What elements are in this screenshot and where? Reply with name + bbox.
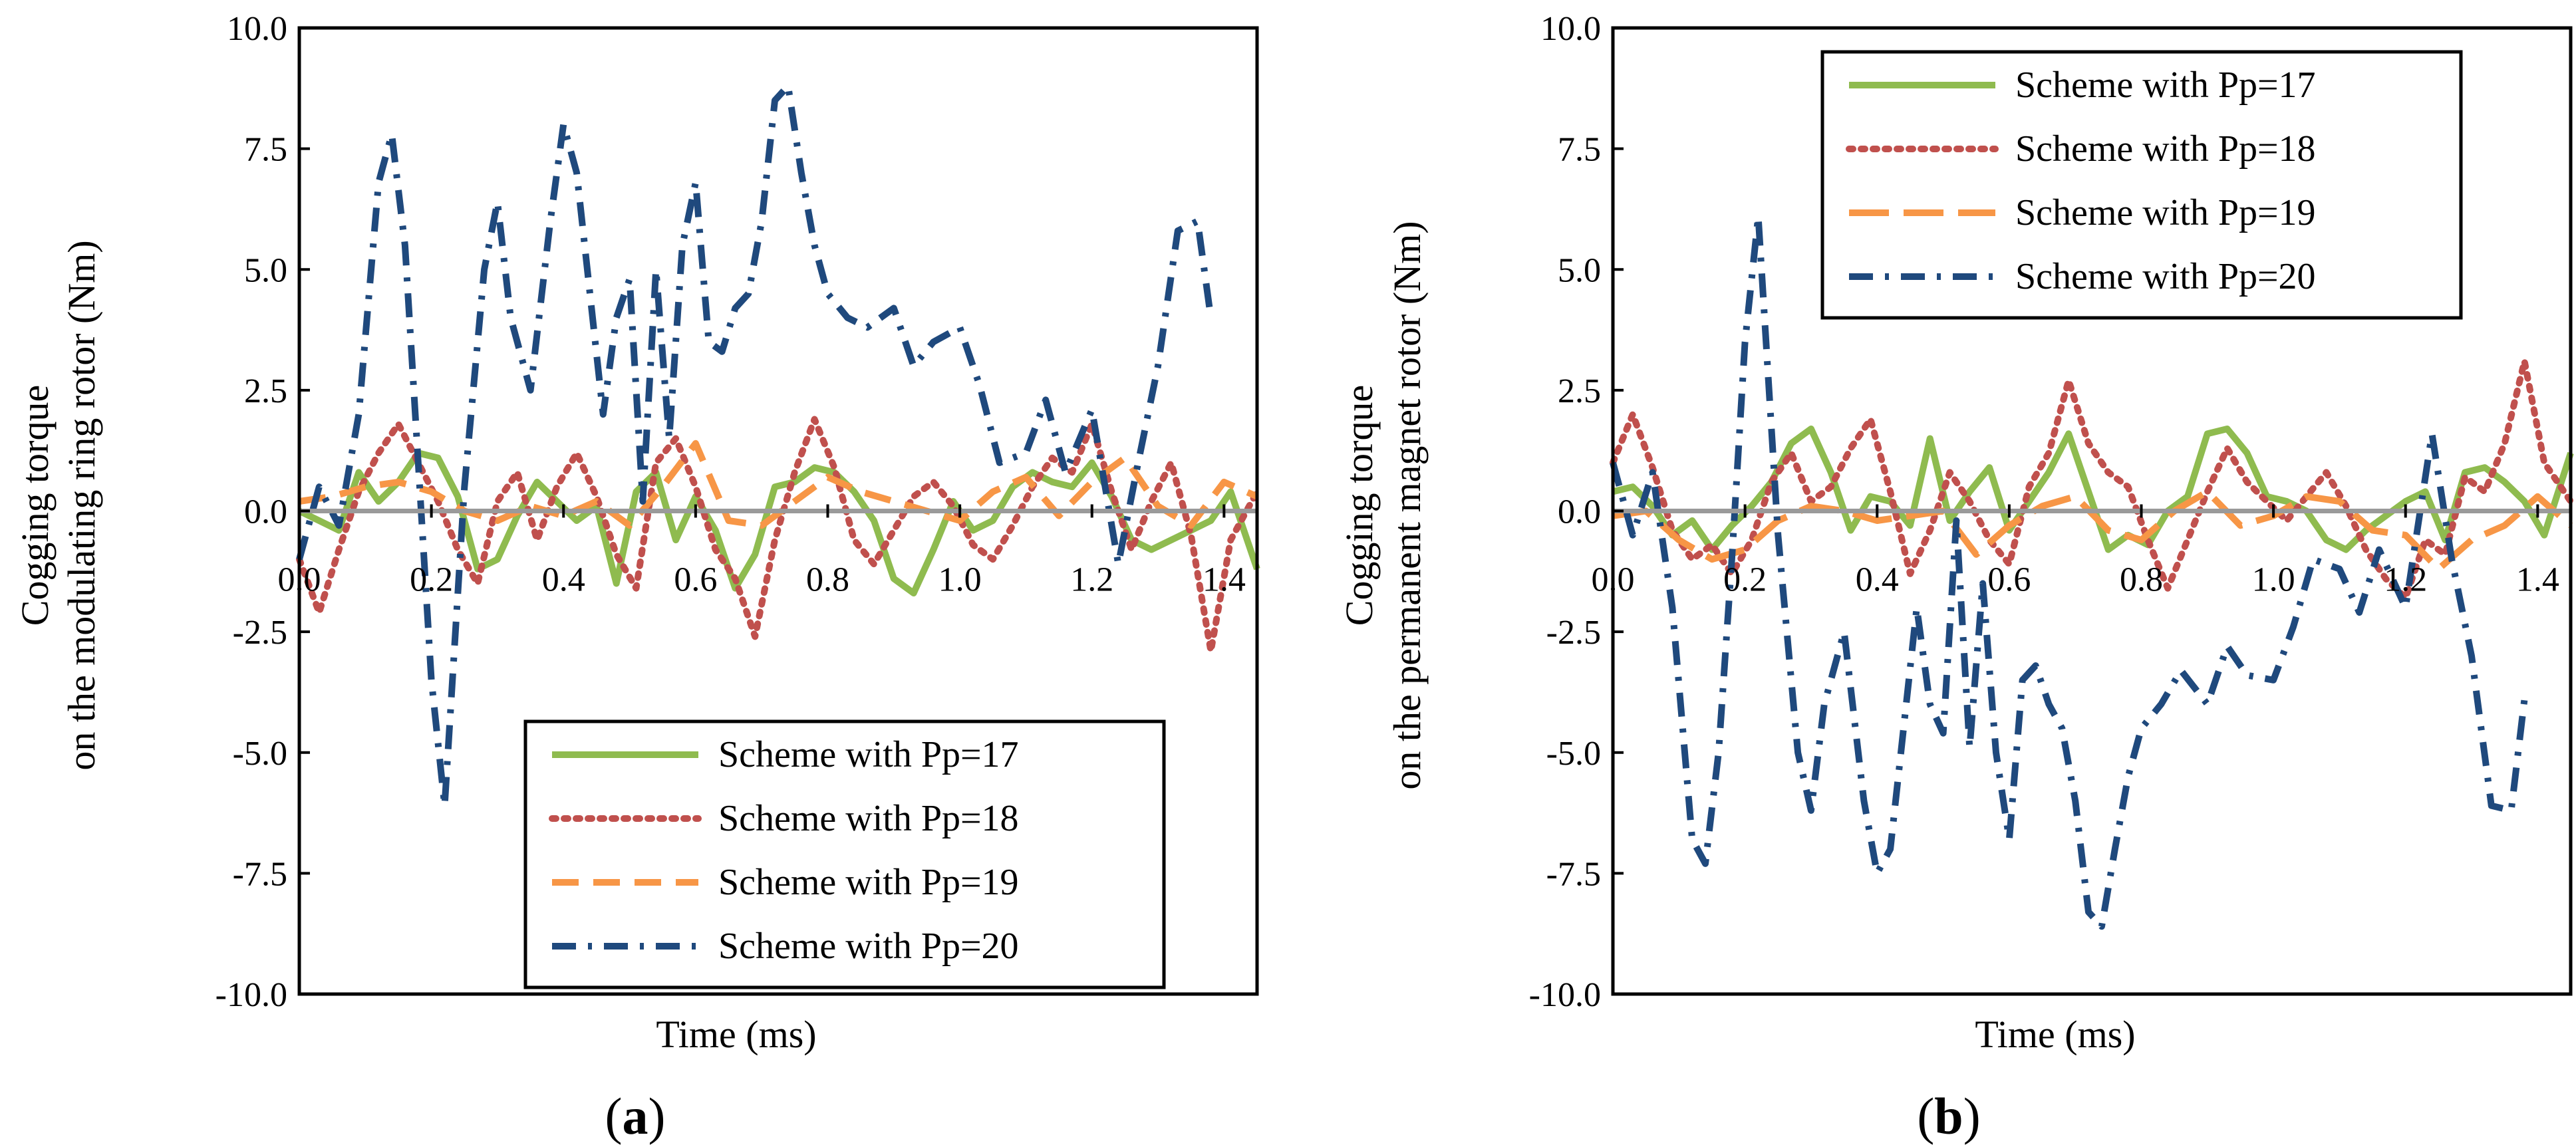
chart-b-x-tick-label: 0.2	[1723, 561, 1767, 599]
chart-a-series-group	[296, 82, 1260, 809]
chart-b-x-ticks: 0.0 0.2 0.4 0.6 0.8 1.0 1.2 1.4	[1592, 504, 2559, 599]
chart-a-series-3-line	[299, 440, 1259, 529]
chart-b-x-label: Time (ms)	[1975, 1013, 2135, 1056]
chart-a: 10.0 7.5 5.0 2.5 0.0 -2.5 -5.0 -7.5 -10.0 0.0 0.2…	[13, 10, 1260, 1145]
chart-a-y-tick-label: 5.0	[244, 251, 287, 289]
chart-a-x-tick-label: 1.2	[1070, 561, 1113, 599]
chart-b-panel-letter: b	[1934, 1087, 1963, 1145]
chart-a-legend-label-3: Scheme with Pp=19	[718, 862, 1019, 903]
chart-a-x-tick-label: 0.0	[278, 561, 321, 599]
chart-b-legend: Scheme with Pp=17 Scheme with Pp=18 Scheme…	[1820, 50, 2463, 320]
chart-a-y-tick-label: -10.0	[215, 976, 287, 1014]
chart-a-series-1-line	[297, 449, 1260, 596]
chart-a-x-ticks: 0.0 0.2 0.4 0.6 0.8 1.0 1.2 1.4	[278, 504, 1246, 599]
chart-a-x-tick-label: 0.4	[542, 561, 585, 599]
chart-b-y-label-line1: Cogging torque	[1338, 385, 1381, 626]
chart-b-legend-items: Scheme with Pp=17 Scheme with Pp=18 Scheme…	[1846, 64, 2316, 297]
chart-b-x-tick-label: 1.0	[2252, 561, 2295, 599]
chart-a-y-tick-label: 10.0	[227, 10, 287, 48]
chart-b-x-tick-label: 1.4	[2516, 561, 2559, 599]
chart-a-y-tick-label: 2.5	[244, 372, 287, 410]
chart-a-y-tick-label: -5.0	[233, 735, 287, 773]
chart-a-y-label-line1: Cogging torque	[13, 385, 57, 626]
chart-b-series-4-line	[1610, 213, 2528, 930]
chart-b-series-group	[1610, 213, 2574, 930]
chart-a-series-4-line	[296, 82, 1215, 809]
chart-b-y-tick-label: -2.5	[1546, 614, 1601, 652]
chart-a-x-tick-label: 0.8	[806, 561, 849, 599]
chart-b-y-tick-label: -7.5	[1546, 855, 1601, 893]
chart-a-y-ticks: 10.0 7.5 5.0 2.5 0.0 -2.5 -5.0 -7.5 -10.0	[215, 10, 310, 1014]
chart-a-x-tick-label: 1.0	[938, 561, 982, 599]
chart-b-y-ticks: 10.0 7.5 5.0 2.5 0.0 -2.5 -5.0 -7.5 -10.0	[1529, 10, 1624, 1014]
chart-a-x-label: Time (ms)	[656, 1013, 816, 1056]
chart-a-panel-letter: a	[623, 1087, 648, 1145]
chart-b-x-tick-label: 0.0	[1592, 561, 1635, 599]
chart-a-legend: Scheme with Pp=17 Scheme with Pp=18 Scheme…	[523, 719, 1166, 989]
chart-b-y-tick-label: 5.0	[1558, 251, 1601, 289]
chart-a-y-tick-label: -2.5	[233, 614, 287, 652]
chart-b-y-tick-label: 10.0	[1540, 10, 1601, 48]
chart-b-x-tick-label: 1.2	[2384, 561, 2427, 599]
chart-a-legend-box	[523, 719, 1166, 989]
chart-b-legend-box	[1820, 50, 2463, 320]
chart-a-legend-label-2: Scheme with Pp=18	[718, 798, 1019, 839]
chart-b-x-tick-label: 0.8	[2120, 561, 2163, 599]
chart-a-y-tick-label: 7.5	[244, 131, 287, 169]
chart-a-x-tick-label: 1.4	[1203, 561, 1246, 599]
chart-a-panel-label: (a)	[605, 1087, 666, 1145]
chart-a-legend-label-4: Scheme with Pp=20	[718, 926, 1019, 967]
chart-a-y-tick-label: 0.0	[244, 493, 287, 531]
chart-b-legend-label-3: Scheme with Pp=19	[2015, 192, 2316, 233]
chart-a-y-tick-label: -7.5	[233, 855, 287, 893]
chart-b-legend-label-2: Scheme with Pp=18	[2015, 128, 2316, 170]
chart-b-y-tick-label: -5.0	[1546, 735, 1601, 773]
chart-b-legend-label-1: Scheme with Pp=17	[2015, 64, 2316, 106]
chart-b-x-tick-label: 0.4	[1856, 561, 1899, 599]
chart-a-x-tick-label: 0.2	[410, 561, 453, 599]
chart-b-y-tick-label: 7.5	[1558, 131, 1601, 169]
chart-b: 10.0 7.5 5.0 2.5 0.0 -2.5 -5.0 -7.5 -10.0 0.0 0.2…	[1338, 10, 2574, 1145]
chart-a-legend-items: Scheme with Pp=17 Scheme with Pp=18 Scheme…	[549, 734, 1019, 967]
chart-b-y-tick-label: 0.0	[1558, 493, 1601, 531]
chart-b-x-tick-label: 0.6	[1987, 561, 2031, 599]
chart-a-y-label-line2: on the modulating ring rotor (Nm)	[60, 240, 103, 770]
chart-b-y-tick-label: 2.5	[1558, 372, 1601, 410]
chart-b-y-tick-label: -10.0	[1529, 976, 1601, 1014]
chart-b-series-3-line	[1612, 488, 2573, 573]
chart-a-x-tick-label: 0.6	[674, 561, 717, 599]
chart-a-legend-label-1: Scheme with Pp=17	[718, 734, 1019, 775]
chart-b-y-label-line2: on the permanent magnet rotor (Nm)	[1385, 221, 1429, 789]
chart-b-panel-label: (b)	[1917, 1087, 1980, 1145]
chart-b-legend-label-4: Scheme with Pp=20	[2015, 256, 2316, 297]
